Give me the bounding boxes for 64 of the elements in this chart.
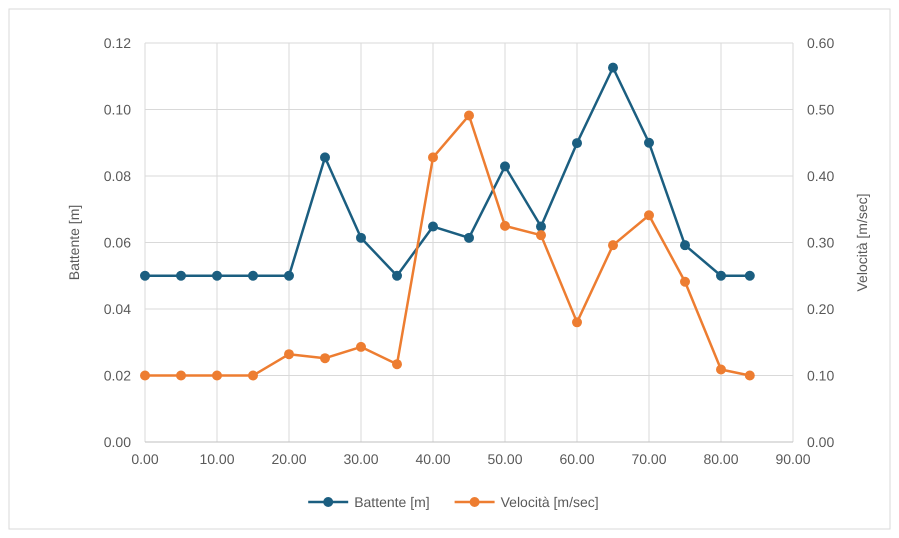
point bbox=[356, 342, 366, 352]
y-tick-label: 0.08 bbox=[104, 168, 132, 184]
x-tick-label: 0.00 bbox=[131, 451, 159, 467]
point bbox=[248, 270, 258, 281]
x-tick-label: 10.00 bbox=[199, 451, 235, 467]
x-tick-label: 20.00 bbox=[271, 451, 307, 467]
point bbox=[680, 240, 690, 250]
y-tick-label: 0.12 bbox=[104, 35, 132, 51]
y-axis-title: Battente [m] bbox=[66, 204, 82, 280]
point bbox=[464, 110, 474, 120]
point bbox=[284, 270, 294, 281]
point bbox=[644, 210, 654, 220]
point bbox=[176, 270, 186, 281]
point bbox=[644, 138, 654, 148]
y-tick-label: 0.02 bbox=[104, 368, 132, 384]
point bbox=[140, 270, 150, 281]
point bbox=[464, 232, 474, 243]
x-tick-label: 80.00 bbox=[703, 451, 739, 467]
y2-axis-title: Velocità [m/sec] bbox=[854, 193, 870, 292]
point bbox=[284, 349, 294, 360]
point bbox=[608, 240, 618, 250]
point bbox=[392, 270, 402, 281]
x-tick-label: 30.00 bbox=[343, 451, 379, 467]
y2-tick-label: 0.40 bbox=[807, 168, 834, 184]
legend-label: Velocità [m/sec] bbox=[500, 494, 599, 510]
x-tick-label: 40.00 bbox=[415, 451, 451, 467]
point bbox=[744, 370, 755, 380]
y-tick-label: 0.10 bbox=[104, 102, 132, 118]
point bbox=[680, 276, 690, 287]
y-tick-label: 0.06 bbox=[104, 234, 132, 250]
point bbox=[500, 161, 510, 172]
point bbox=[140, 370, 150, 380]
x-tick-label: 50.00 bbox=[487, 451, 523, 467]
point bbox=[320, 152, 330, 162]
point bbox=[572, 138, 582, 148]
point bbox=[608, 62, 618, 73]
point bbox=[356, 232, 366, 243]
point bbox=[176, 370, 186, 380]
y2-tick-label: 0.10 bbox=[807, 368, 834, 384]
y-tick-label: 0.04 bbox=[104, 301, 132, 317]
point bbox=[392, 359, 402, 370]
point bbox=[428, 152, 438, 162]
point bbox=[500, 220, 510, 231]
y2-tick-label: 0.00 bbox=[807, 434, 834, 450]
y2-tick-label: 0.20 bbox=[807, 301, 834, 317]
y2-tick-label: 0.30 bbox=[807, 234, 834, 250]
point bbox=[428, 222, 438, 232]
point bbox=[212, 370, 222, 380]
y2-tick-label: 0.60 bbox=[807, 35, 834, 51]
point bbox=[320, 353, 330, 364]
point bbox=[212, 270, 222, 281]
x-tick-label: 90.00 bbox=[775, 451, 811, 467]
point bbox=[536, 230, 546, 240]
point bbox=[744, 270, 755, 281]
point bbox=[716, 270, 726, 281]
point bbox=[716, 364, 726, 375]
point bbox=[248, 370, 258, 380]
x-tick-label: 60.00 bbox=[559, 451, 595, 467]
legend-label: Battente [m] bbox=[354, 494, 430, 510]
point bbox=[572, 317, 582, 328]
y-tick-label: 0.00 bbox=[104, 434, 132, 450]
point bbox=[536, 222, 546, 232]
x-tick-label: 70.00 bbox=[631, 451, 667, 467]
y2-tick-label: 0.50 bbox=[807, 102, 834, 118]
